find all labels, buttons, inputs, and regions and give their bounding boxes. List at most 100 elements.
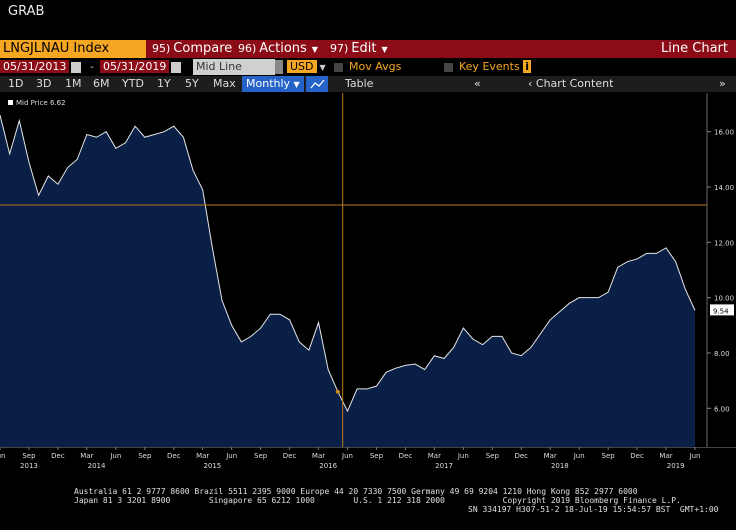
- period-3d[interactable]: 3D: [36, 77, 52, 90]
- period-max[interactable]: Max: [213, 77, 236, 90]
- end-date-value[interactable]: 05/31/2019: [100, 60, 170, 73]
- period-1m[interactable]: 1M: [65, 77, 82, 90]
- period-6m[interactable]: 6M: [93, 77, 110, 90]
- y-tick-label: 6.00: [714, 405, 730, 413]
- start-date[interactable]: 05/31/2013: [0, 59, 82, 75]
- x-tick-label: Jun: [109, 452, 121, 460]
- compare-menu[interactable]: 95) Compare: [152, 40, 232, 58]
- calendar-icon[interactable]: [171, 61, 182, 73]
- mov-avgs-checkbox[interactable]: [334, 62, 343, 72]
- x-tick-label: Mar: [659, 452, 672, 460]
- chart-content-label: Chart Content: [535, 77, 614, 90]
- x-year-label: 2013: [20, 462, 38, 470]
- crosshair-point: [335, 389, 340, 394]
- line-chart-icon[interactable]: [306, 76, 328, 92]
- mov-avgs-toggle[interactable]: Mov Avgs: [334, 59, 401, 75]
- y-tick-label: 14.00: [714, 184, 734, 192]
- field-select[interactable]: Mid Line: [193, 59, 283, 75]
- period-ytd[interactable]: YTD: [122, 77, 144, 90]
- x-tick-label: Dec: [399, 452, 413, 460]
- x-tick-label: Jun: [457, 452, 469, 460]
- x-tick-label: Dec: [283, 452, 297, 460]
- period-1y[interactable]: 1Y: [157, 77, 171, 90]
- compare-menu-number: 95): [152, 42, 171, 55]
- key-events-label: Key Events: [459, 60, 520, 73]
- window-title: GRAB: [8, 4, 45, 19]
- x-axis: [0, 447, 736, 448]
- x-tick-label: Sep: [254, 452, 268, 460]
- x-tick-label: Dec: [630, 452, 644, 460]
- currency-select[interactable]: USD ▼: [287, 59, 326, 75]
- x-tick-label: Dec: [167, 452, 181, 460]
- y-tick-label: 16.00: [714, 129, 734, 137]
- start-date-value[interactable]: 05/31/2013: [0, 60, 70, 73]
- line-chart-icon-graphic: [310, 79, 325, 89]
- x-tick-label: Jun: [0, 452, 5, 460]
- view-title: Line Chart: [661, 41, 728, 56]
- y-tick-label: 10.00: [714, 295, 734, 303]
- y-tick-label: 8.00: [714, 350, 730, 358]
- currency-chevron-down-icon[interactable]: ▼: [319, 63, 326, 72]
- period-toolbar: 1D 3D 1M 6M YTD 1Y 5Y Max Monthly ▼ Tabl…: [0, 76, 736, 92]
- x-year-label: 2019: [667, 462, 685, 470]
- x-tick-label: Mar: [196, 452, 209, 460]
- last-value-tag: [710, 304, 734, 316]
- mov-avgs-label: Mov Avgs: [349, 60, 402, 73]
- chart-content-button[interactable]: ‹ Chart Content: [528, 76, 613, 92]
- footer-line-3: SN 334197 H307-51-2 18-Jul-19 15:54:57 B…: [468, 505, 719, 514]
- footer-line-2: Japan 81 3 3201 8900 Singapore 65 6212 1…: [74, 496, 681, 505]
- x-tick-label: Sep: [370, 452, 384, 460]
- x-tick-label: Dec: [51, 452, 65, 460]
- edit-menu-number: 97): [330, 42, 349, 55]
- x-tick-label: Mar: [544, 452, 557, 460]
- x-year-label: 2015: [203, 462, 221, 470]
- legend-swatch: [8, 100, 13, 105]
- compare-menu-label: Compare: [173, 41, 233, 56]
- edit-chevron-down-icon: ▼: [381, 45, 388, 54]
- frequency-select[interactable]: Monthly ▼: [242, 76, 304, 92]
- x-year-label: 2017: [435, 462, 453, 470]
- frequency-value: Monthly: [246, 77, 291, 90]
- info-icon[interactable]: i: [523, 60, 531, 73]
- price-chart[interactable]: 9.54 Jun Sep Dec Mar Jun Sep Dec Mar Jun Sep Dec Ma…: [0, 93, 736, 485]
- price-area: [0, 115, 695, 447]
- x-tick-label: Mar: [312, 452, 325, 460]
- legend: Mid Price 6.62: [8, 99, 66, 107]
- key-events-toggle[interactable]: Key Events i: [444, 59, 531, 75]
- edit-menu-label: Edit: [351, 41, 377, 56]
- command-bar: [0, 40, 736, 58]
- x-year-label: 2018: [551, 462, 569, 470]
- footer-line-1: Australia 61 2 9777 8600 Brazil 5511 239…: [74, 487, 638, 496]
- actions-menu-number: 96): [238, 42, 257, 55]
- x-tick-label: Jun: [341, 452, 353, 460]
- currency-select-value[interactable]: USD: [287, 60, 317, 73]
- collapse-left-icon[interactable]: «: [474, 77, 481, 90]
- x-tick-label: Dec: [514, 452, 528, 460]
- expand-right-icon[interactable]: »: [719, 77, 726, 90]
- field-select-value[interactable]: Mid Line: [193, 59, 275, 75]
- x-tick-label: Sep: [486, 452, 500, 460]
- x-tick-label: Sep: [138, 452, 152, 460]
- x-tick-label: Mar: [428, 452, 441, 460]
- key-events-checkbox[interactable]: [444, 62, 453, 72]
- edit-menu[interactable]: 97) Edit ▼: [330, 40, 388, 58]
- x-tick-label: Jun: [689, 452, 701, 460]
- actions-chevron-down-icon: ▼: [311, 45, 318, 54]
- calendar-icon[interactable]: [71, 61, 82, 73]
- chevron-left-icon: ‹: [528, 77, 533, 90]
- actions-menu[interactable]: 96) Actions ▼: [238, 40, 318, 58]
- date-separator: -: [90, 60, 94, 73]
- y-tick-label: 12.00: [714, 239, 734, 247]
- period-1d[interactable]: 1D: [8, 77, 24, 90]
- x-tick-label: Sep: [22, 452, 36, 460]
- legend-label: Mid Price 6.62: [16, 99, 66, 107]
- table-button[interactable]: Table: [345, 77, 374, 90]
- ticker-field[interactable]: LNGJLNAU Index: [0, 40, 146, 58]
- x-tick-label: Jun: [225, 452, 237, 460]
- period-5y[interactable]: 5Y: [185, 77, 199, 90]
- end-date[interactable]: 05/31/2019: [100, 59, 182, 75]
- field-dropdown-icon[interactable]: [275, 60, 283, 74]
- x-year-label: 2016: [319, 462, 337, 470]
- price-line: [0, 115, 696, 413]
- frequency-chevron-down-icon: ▼: [293, 80, 300, 89]
